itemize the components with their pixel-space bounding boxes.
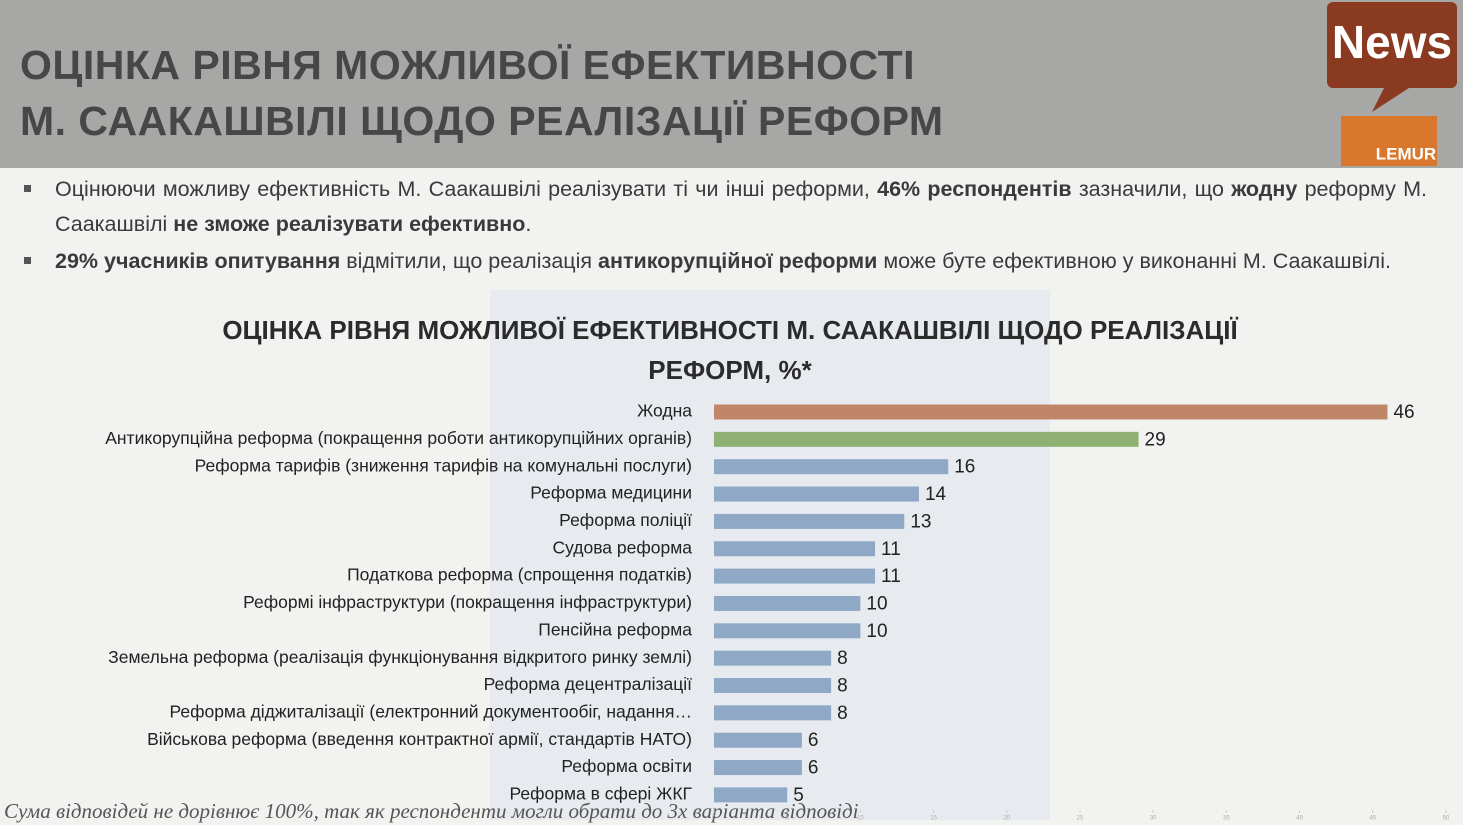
bar: [714, 732, 802, 748]
bar: [714, 568, 876, 584]
value-label: 8: [837, 648, 848, 669]
bar: [714, 431, 1139, 447]
bar: [714, 459, 949, 475]
chart-title: РЕФОРМ, %*: [648, 355, 812, 385]
x-tick-label: 45: [1369, 816, 1376, 822]
bullet-text: зазначили, що: [1071, 177, 1232, 201]
x-tick-label: 40: [1296, 816, 1303, 822]
title-line: М. СААКАШВІЛІ ЩОДО РЕАЛІЗАЦІЇ РЕФОРМ: [20, 98, 944, 144]
value-label: 14: [925, 484, 947, 505]
value-label: 11: [881, 566, 901, 587]
title-line: ОЦІНКА РІВНЯ МОЖЛИВОЇ ЕФЕКТИВНОСТІ: [20, 42, 916, 88]
x-tick-label: 0: [712, 816, 716, 822]
logo-brand: LEMUR: [1376, 144, 1436, 163]
category-label: Податкова реформа (спрощення податків): [347, 565, 692, 585]
value-label: 10: [866, 593, 887, 614]
value-label: 46: [1393, 402, 1414, 423]
value-label: 8: [837, 703, 848, 724]
bullet-text: відмітили, що реалізація: [340, 249, 598, 273]
bar: [714, 513, 905, 529]
category-label: Реформа освіти: [561, 756, 692, 776]
bar: [714, 705, 832, 721]
category-label: Жодна: [637, 401, 692, 421]
category-label: Судова реформа: [552, 537, 692, 557]
category-label: Реформа децентралізації: [484, 674, 693, 694]
chart-title: ОЦІНКА РІВНЯ МОЖЛИВОЇ ЕФЕКТИВНОСТІ М. СА…: [222, 315, 1238, 345]
bar: [714, 760, 802, 776]
category-label: Реформа поліції: [559, 510, 692, 530]
bullet-text: антикорупційної реформи: [598, 249, 878, 273]
bar: [714, 404, 1388, 420]
category-label: Пенсійна реформа: [538, 619, 692, 639]
bar: [714, 541, 876, 557]
bullet-text: може буте ефективною у виконанні М. Саак…: [877, 249, 1391, 273]
bar: [714, 650, 832, 666]
bar: [714, 486, 919, 502]
bullet-text: .: [525, 212, 532, 236]
header: ОЦІНКА РІВНЯ МОЖЛИВОЇ ЕФЕКТИВНОСТІ М. СА…: [0, 0, 1463, 168]
category-label: Земельна реформа (реалізація функціонува…: [108, 647, 692, 667]
footnote: Сума відповідей не дорівнює 100%, так як…: [4, 799, 859, 823]
category-label: Військова реформа (введення контрактної …: [147, 729, 692, 749]
value-label: 29: [1145, 429, 1166, 450]
bullet: 29% учасників опитування відмітили, що р…: [20, 244, 1427, 279]
category-label: Реформі інфраструктури (покращення інфра…: [243, 592, 692, 612]
category-label: Реформа діджиталізації (електронний доку…: [169, 701, 692, 721]
logo-bubble: [1327, 2, 1457, 88]
bar: [714, 678, 832, 693]
bar: [714, 595, 861, 611]
x-tick-label: 30: [1150, 816, 1157, 822]
value-label: 10: [866, 621, 887, 642]
category-label: Реформа тарифів (зниження тарифів на ком…: [195, 455, 692, 475]
bullet-text: 46% респондентів: [877, 177, 1072, 201]
bullet-text: реформу М. Саакашвілі: [55, 177, 1428, 236]
bullet: Оцінюючи можливу ефективність М. Саакашв…: [20, 172, 1427, 242]
x-tick-label: 50: [1443, 816, 1450, 822]
x-tick-label: 15: [930, 816, 937, 822]
logo-news: News: [1332, 16, 1452, 68]
value-label: 8: [837, 676, 848, 697]
logo-brand-box: [1341, 116, 1437, 166]
x-tick-label: 20: [1003, 816, 1010, 822]
category-label: Реформа медицини: [530, 483, 692, 503]
bullet-text: не зможе реалізувати ефективно: [173, 212, 526, 236]
x-tick-label: 5: [786, 816, 790, 822]
bullets: Оцінюючи можливу ефективність М. Саакашв…: [20, 172, 1427, 281]
bullet-text: Оцінюючи можливу ефективність М. Саакашв…: [55, 177, 878, 201]
bar: [714, 623, 861, 639]
x-tick-label: 35: [1223, 816, 1230, 822]
value-label: 6: [808, 758, 819, 779]
category-label: Антикорупційна реформа (покращення робот…: [105, 428, 692, 448]
value-label: 5: [793, 785, 804, 806]
bullet-text: жодну: [1231, 177, 1298, 201]
value-label: 16: [954, 457, 975, 478]
bar: [714, 787, 788, 803]
value-label: 11: [881, 539, 901, 560]
value-label: 13: [910, 511, 931, 532]
category-label: Реформа в сфері ЖКГ: [510, 784, 693, 804]
x-tick-label: 25: [1077, 816, 1084, 822]
bullet-text: 29% учасників опитування: [55, 249, 341, 273]
x-tick-label: 10: [857, 816, 864, 822]
logo-tail: [1372, 86, 1412, 112]
value-label: 6: [808, 730, 819, 751]
